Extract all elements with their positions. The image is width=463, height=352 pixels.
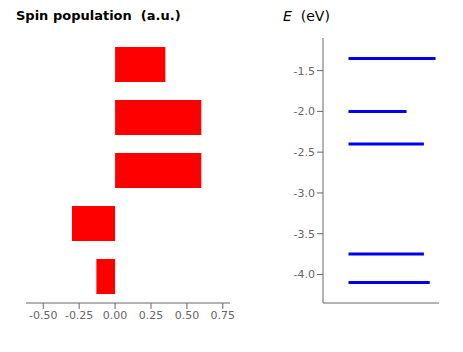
- svg-text:-3.0: -3.0: [294, 187, 315, 200]
- svg-text:0.50: 0.50: [175, 309, 200, 322]
- svg-text:-4.0: -4.0: [294, 268, 315, 281]
- svg-text:-2.5: -2.5: [294, 146, 315, 159]
- svg-text:0.75: 0.75: [211, 309, 236, 322]
- svg-text:-0.50: -0.50: [29, 309, 57, 322]
- html-text:Spin population (a.u.): Spin population (a.u.): [16, 8, 181, 23]
- svg-text:-2.0: -2.0: [294, 105, 315, 118]
- svg-text:0.25: 0.25: [139, 309, 164, 322]
- svg-text:-3.5: -3.5: [294, 228, 315, 241]
- svg-text:-1.5: -1.5: [294, 65, 315, 78]
- html-text:E (eV): E (eV): [283, 8, 330, 24]
- svg-text:-0.25: -0.25: [65, 309, 93, 322]
- svg-text:0.00: 0.00: [103, 309, 128, 322]
